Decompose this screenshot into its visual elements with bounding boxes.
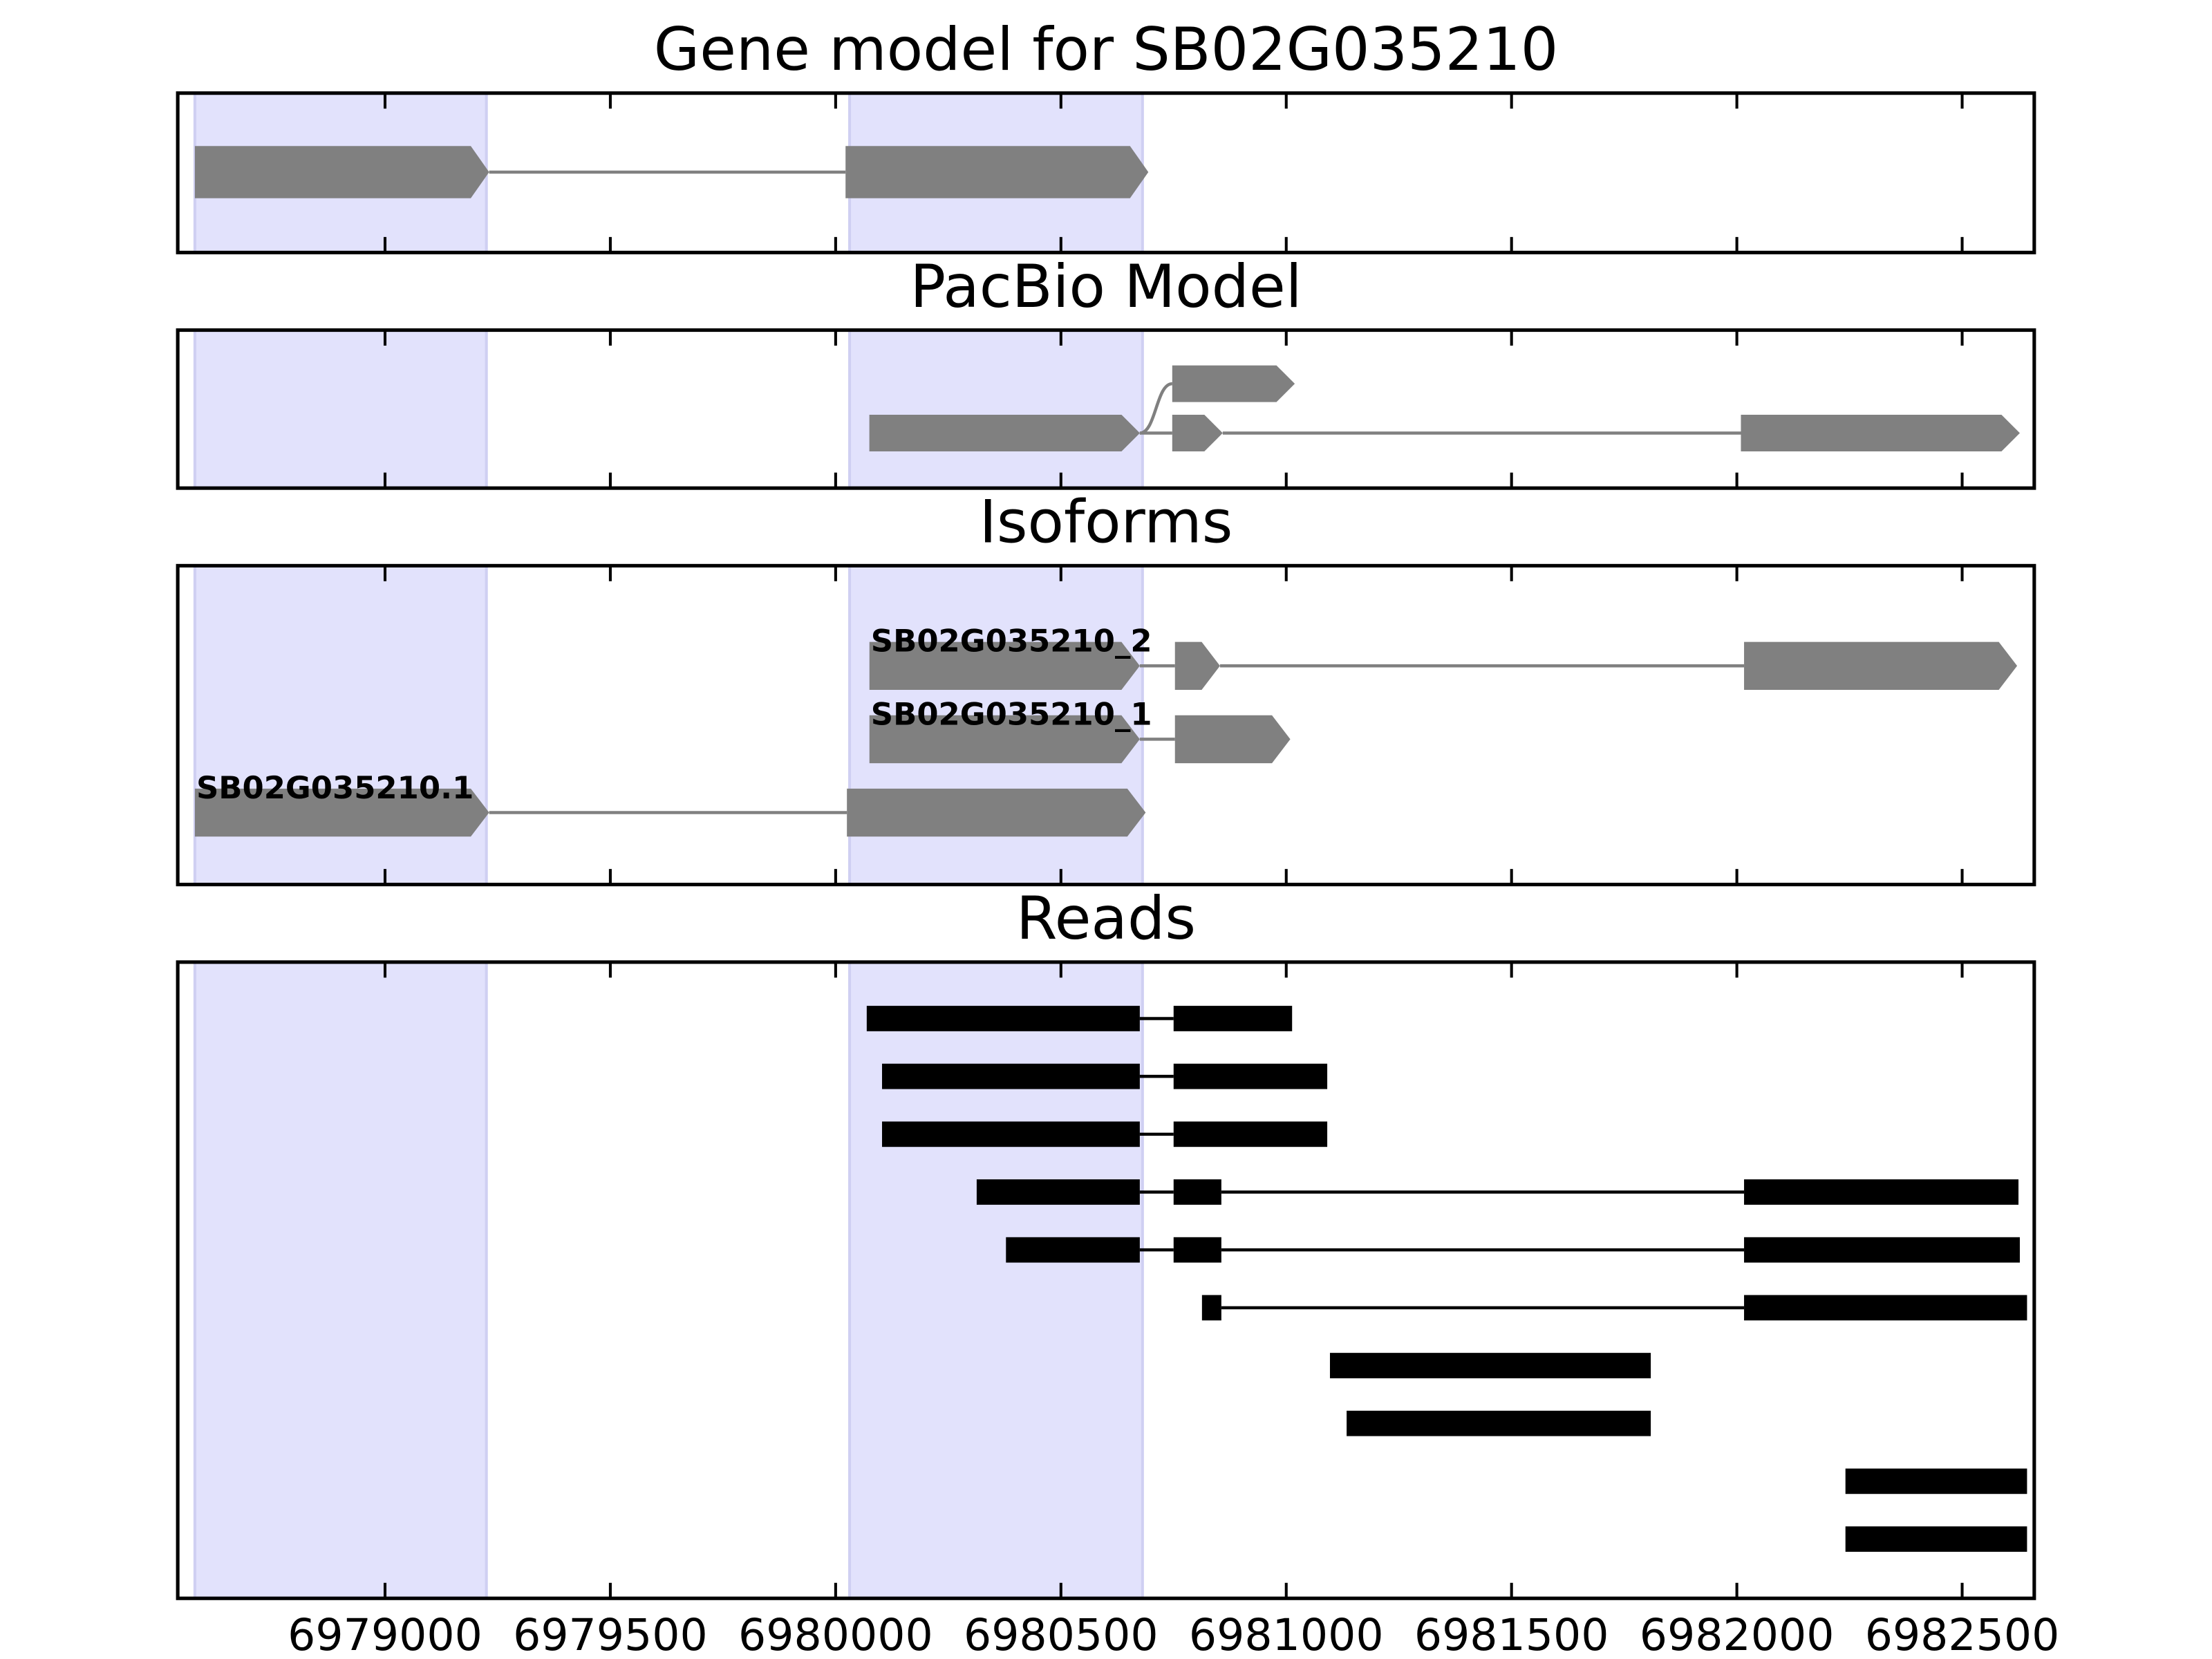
exon [845, 146, 1149, 198]
isoform-label: SB02G035210.1 [196, 769, 474, 806]
exon [1741, 415, 2020, 452]
read-block [882, 1063, 1140, 1089]
read-block [866, 1006, 1140, 1031]
read-block [1201, 1295, 1221, 1321]
read-block [976, 1179, 1140, 1205]
x-tick-label: 6979000 [288, 1609, 482, 1659]
read-block [1347, 1410, 1651, 1436]
read-block [1744, 1179, 2019, 1205]
read-block [1006, 1237, 1140, 1263]
exon [1172, 365, 1295, 402]
x-tick-label: 6982500 [1865, 1609, 2060, 1659]
read-block [1845, 1526, 2027, 1552]
read-block [1744, 1237, 2020, 1263]
read-block [882, 1121, 1140, 1147]
exon [1172, 415, 1223, 452]
x-tick-label: 6980500 [964, 1609, 1159, 1659]
exon [1744, 641, 2018, 690]
exon [194, 146, 489, 198]
highlight-region [193, 328, 488, 490]
panel-title: Gene model for SB02G035210 [654, 15, 1558, 84]
read-block [1173, 1179, 1221, 1205]
x-tick-label: 6982000 [1640, 1609, 1835, 1659]
isoform-label: SB02G035210_2 [871, 623, 1152, 659]
exon [869, 641, 1140, 690]
read-block [1845, 1468, 2027, 1494]
exon [869, 415, 1140, 452]
exon [1174, 715, 1291, 764]
exon [869, 715, 1140, 764]
x-tick-label: 6979500 [513, 1609, 708, 1659]
panel-frame [176, 91, 2036, 254]
x-tick-label: 6981500 [1414, 1609, 1609, 1659]
x-tick-label: 6980000 [738, 1609, 933, 1659]
highlight-region [193, 564, 488, 886]
isoform-label: SB02G035210_1 [871, 696, 1152, 733]
read-block [1173, 1006, 1293, 1031]
panel-frame [176, 563, 2036, 887]
panel-title: PacBio Model [910, 252, 1302, 321]
highlight-region [193, 960, 488, 1600]
read-block [1744, 1295, 2027, 1321]
intron [1139, 382, 1173, 435]
panel-frame [176, 328, 2036, 490]
panel-title: Isoforms [980, 488, 1233, 557]
exon [194, 788, 489, 837]
exon [1174, 641, 1220, 690]
read-block [1173, 1237, 1221, 1263]
highlight-region [848, 328, 1144, 490]
exon [847, 788, 1146, 837]
read-block [1173, 1063, 1328, 1089]
panel-title: Reads [1016, 884, 1196, 953]
highlight-region [848, 960, 1144, 1600]
x-tick-label: 6981000 [1189, 1609, 1384, 1659]
read-block [1329, 1353, 1651, 1378]
panel-frame [176, 960, 2036, 1600]
read-block [1173, 1121, 1328, 1147]
